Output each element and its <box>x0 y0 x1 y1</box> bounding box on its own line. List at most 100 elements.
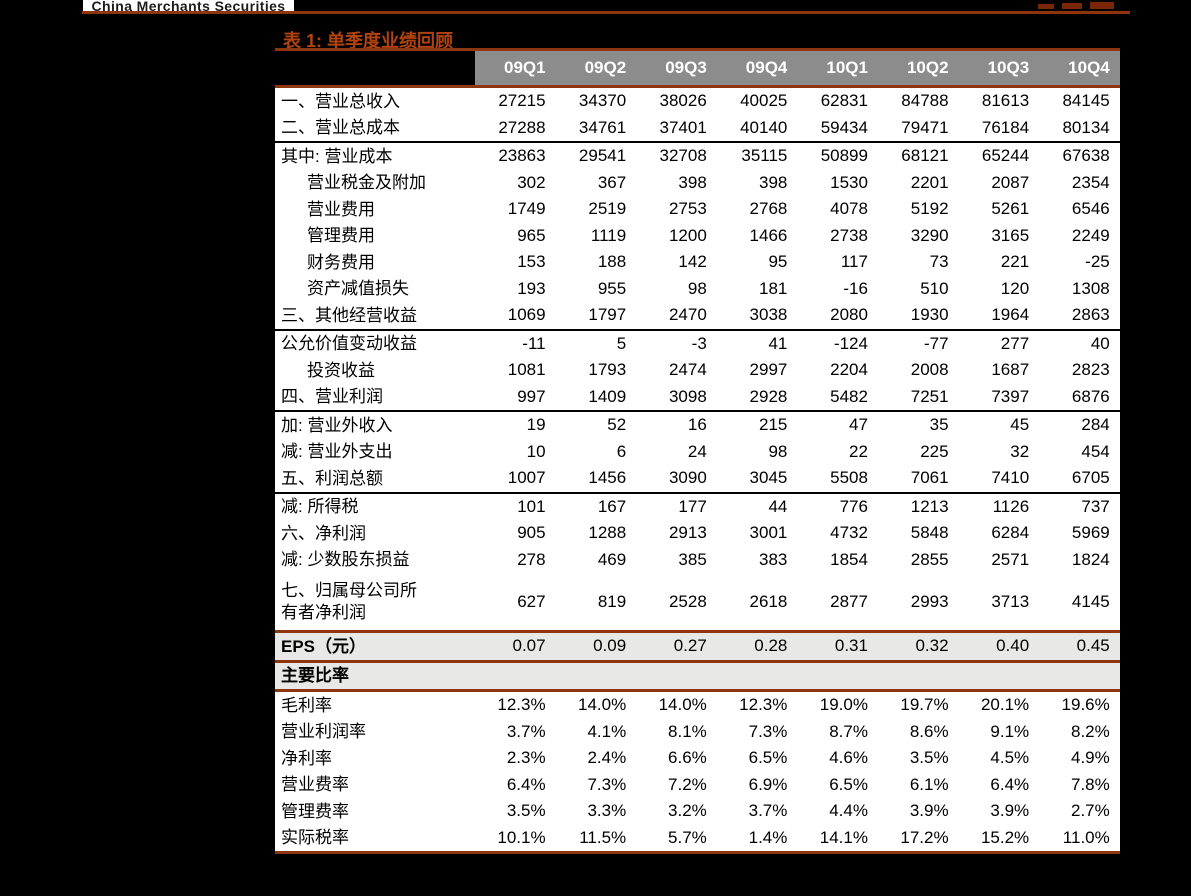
cell-value: 997 <box>517 386 546 406</box>
cell-value: 34370 <box>578 91 627 111</box>
cell-value: 6 <box>616 441 627 461</box>
table-title: 表 1: 单季度业绩回顾 <box>283 31 454 51</box>
cell-value: 955 <box>597 278 627 298</box>
cell-value: 32 <box>1010 441 1030 461</box>
cell-value: 6.5% <box>829 774 868 794</box>
cell-value: 1409 <box>588 386 627 406</box>
row-label: 投资收益 <box>307 360 375 380</box>
cell-value: 3290 <box>910 225 949 245</box>
cell-value: 2.7% <box>1071 801 1110 821</box>
cell-value: 6.1% <box>909 774 949 794</box>
cell-value: 2618 <box>749 591 788 611</box>
cell-value: 19.7% <box>900 695 949 715</box>
cell-value: 1.4% <box>748 827 788 847</box>
cell-value: 4.1% <box>587 721 627 741</box>
cell-value: 3.9% <box>909 801 949 821</box>
cell-value: 35 <box>929 415 949 435</box>
cell-value: 6.6% <box>668 748 707 768</box>
table-row: 三、其他经营收益 1069 1797 2470 3038 2080 1930 1964 2863 <box>275 302 1120 331</box>
cell-value: 1964 <box>991 305 1030 325</box>
cell-value: 2.3% <box>506 748 546 768</box>
cell-value: 3001 <box>749 523 788 543</box>
row-label: 加: 营业外收入 <box>281 415 393 435</box>
cell-value: 24 <box>687 441 707 461</box>
cell-value: 3098 <box>668 386 707 406</box>
cell-value: 1007 <box>507 468 546 488</box>
cell-value: -3 <box>691 333 707 353</box>
cell-value: 1466 <box>749 225 788 245</box>
cell-value: 965 <box>517 225 546 245</box>
cell-value: -124 <box>833 333 868 353</box>
column-header: 09Q1 <box>475 51 556 85</box>
cell-value: 6705 <box>1071 468 1110 488</box>
row-label: 五、利润总额 <box>281 468 383 488</box>
cell-value: 117 <box>840 252 868 272</box>
cell-value: 3713 <box>991 591 1030 611</box>
table-row: EPS（元） 0.07 0.09 0.27 0.28 0.31 0.32 0.40 0.45 <box>275 633 1120 663</box>
cell-value: 2571 <box>991 549 1030 569</box>
cell-value: 2470 <box>668 305 707 325</box>
table-row: 管理费率 3.5% 3.3% 3.2% 3.7% 4.4% 3.9% 3.9% 2.7% <box>275 798 1120 825</box>
cell-value: 8.1% <box>668 721 707 741</box>
table-row: 营业费用 1749 2519 2753 2768 4078 5192 5261 6546 <box>275 196 1120 223</box>
table-row: 公允价值变动收益 -11 5 -3 41 -124 -77 277 40 <box>275 331 1120 358</box>
cell-value: 3.2% <box>668 801 707 821</box>
header-right-text-fragment <box>1090 2 1114 9</box>
cell-value: 3165 <box>991 225 1030 245</box>
row-label: 二、营业总成本 <box>281 118 400 138</box>
cell-value: 27288 <box>498 117 546 137</box>
cell-value: 2354 <box>1071 172 1110 192</box>
table-row: 其中: 营业成本 23863 29541 32708 35115 50899 68121 65… <box>275 143 1120 170</box>
table-row: 资产减值损失 193 955 98 181 -16 510 120 1308 <box>275 276 1120 303</box>
cell-value: 8.7% <box>829 721 868 741</box>
cell-value: 1200 <box>668 225 707 245</box>
cell-value: 0.09 <box>593 636 627 656</box>
cell-value: 98 <box>687 278 707 298</box>
row-label: 管理费用 <box>307 226 375 246</box>
cell-value: 5 <box>616 333 627 353</box>
row-label: EPS（元） <box>281 636 367 656</box>
cell-value: 510 <box>920 278 949 298</box>
cell-value: 2997 <box>749 360 788 380</box>
cell-value: 737 <box>1081 496 1110 516</box>
cell-value: 40025 <box>740 91 788 111</box>
cell-value: 29541 <box>578 146 627 166</box>
cell-value: 277 <box>1000 333 1030 353</box>
row-label: 营业费率 <box>281 775 349 795</box>
column-header: 10Q2 <box>877 51 959 85</box>
table-row: 五、利润总额 1007 1456 3090 3045 5508 7061 7410 6705 <box>275 465 1120 494</box>
cell-value: 469 <box>597 549 627 569</box>
cell-value: 2201 <box>910 172 949 192</box>
cell-value: 6.4% <box>990 774 1030 794</box>
cell-value: 14.0% <box>577 695 627 715</box>
row-label: 营业费用 <box>307 199 375 219</box>
cell-value: 67638 <box>1062 146 1110 166</box>
cell-value: 2928 <box>749 386 788 406</box>
cell-value: 0.31 <box>834 636 868 656</box>
cell-value: -11 <box>522 333 546 353</box>
cell-value: 65244 <box>981 146 1030 166</box>
column-header: 09Q4 <box>716 51 798 85</box>
cell-value: 81613 <box>981 91 1030 111</box>
cell-value: 3.7% <box>506 721 546 741</box>
cell-value: 1854 <box>830 549 868 569</box>
cell-value: 2863 <box>1071 305 1110 325</box>
cell-value: 47 <box>849 415 868 435</box>
cell-value: 2519 <box>588 199 627 219</box>
cell-value: 3.5% <box>506 801 546 821</box>
cell-value: 1081 <box>507 360 546 380</box>
cell-value: 38026 <box>659 91 707 111</box>
cell-value: 215 <box>759 415 788 435</box>
cell-value: 52 <box>607 415 627 435</box>
cell-value: 1824 <box>1071 549 1110 569</box>
row-label: 净利率 <box>281 748 332 768</box>
quarterly-results-table: 09Q1 09Q2 09Q3 09Q4 10Q1 10Q2 10Q3 10Q4 一、营业总收入… <box>275 48 1120 854</box>
row-label: 主要比率 <box>281 666 349 686</box>
cell-value: 3.9% <box>990 801 1030 821</box>
cell-value: 6876 <box>1071 386 1110 406</box>
cell-value: 95 <box>768 252 788 272</box>
cell-value: 44 <box>768 496 788 516</box>
cell-value: 7410 <box>991 468 1030 488</box>
cell-value: 5482 <box>830 386 868 406</box>
cell-value: 167 <box>597 496 627 516</box>
